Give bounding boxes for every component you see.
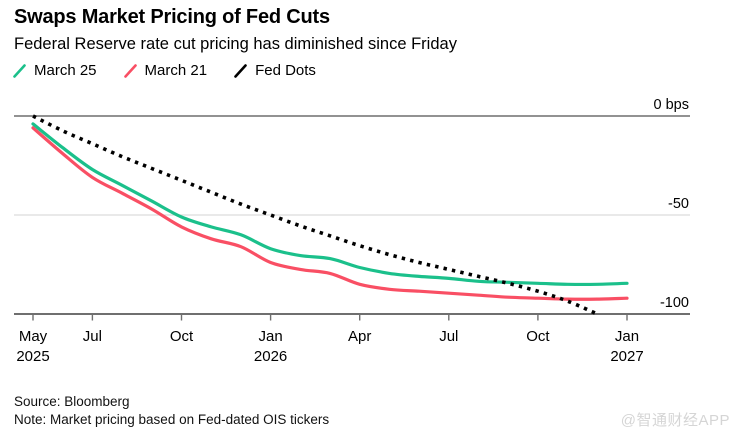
y-axis-label-minus100: -100 <box>659 295 689 311</box>
legend-label: Fed Dots <box>255 62 316 79</box>
x-tick-label: Jan <box>258 328 283 345</box>
x-tick-label: Jul <box>439 328 459 345</box>
line-swatch-icon <box>234 63 247 78</box>
footer: Source: Bloomberg Note: Market pricing b… <box>14 393 329 429</box>
source-line: Source: Bloomberg <box>14 394 130 409</box>
x-year-label: 2026 <box>253 348 288 365</box>
legend-item-march-21: March 21 <box>123 62 208 79</box>
x-year-label: 2025 <box>16 348 50 365</box>
note-line: Note: Market pricing based on Fed-dated … <box>14 412 330 427</box>
x-axis-tick-labels: May Jul Oct Jan Apr Jul Oct Jan <box>0 328 737 346</box>
legend-item-march-25: March 25 <box>12 62 97 79</box>
x-tick-label: Apr <box>348 328 372 345</box>
chart-title: Swaps Market Pricing of Fed Cuts <box>14 6 330 28</box>
y-axis-label-minus50: -50 <box>668 196 689 212</box>
x-tick-label: May <box>18 328 48 345</box>
x-year-label: 2027 <box>610 348 644 365</box>
legend: March 25 March 21 Fed Dots <box>12 62 316 79</box>
x-tick-label: Oct <box>169 328 194 345</box>
legend-label: March 21 <box>144 62 208 79</box>
watermark: @智通财经APP <box>620 412 730 429</box>
x-tick-label: Jan <box>614 328 640 345</box>
line-swatch-icon <box>123 63 137 78</box>
x-axis-year-labels: 2025 2026 2027 <box>0 348 737 366</box>
chart-subtitle: Federal Reserve rate cut pricing has dim… <box>14 35 457 53</box>
y-axis-label-0bps: 0 bps <box>653 97 689 113</box>
line-swatch-icon <box>13 63 26 78</box>
x-tick-label: Jul <box>82 328 102 345</box>
legend-label: March 25 <box>34 62 97 79</box>
x-tick-label: Oct <box>526 328 550 345</box>
legend-item-fed-dots: Fed Dots <box>233 62 316 79</box>
